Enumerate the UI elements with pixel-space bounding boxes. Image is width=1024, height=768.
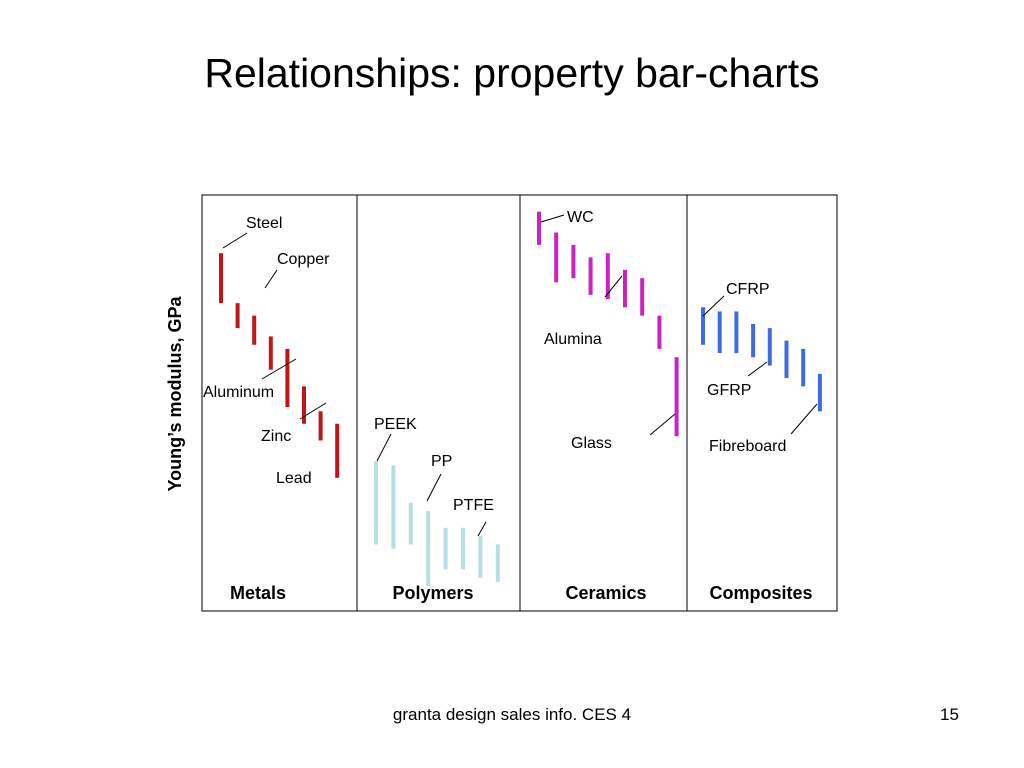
leader-line-pp (426, 473, 442, 502)
group-ceramics: Ceramics (537, 211, 679, 603)
slide-title: Relationships: property bar-charts (204, 50, 820, 96)
material-label-gfrp: GFRP (707, 382, 751, 399)
group-label-composites: Composites (709, 583, 812, 603)
leader-line-ptfe (477, 521, 487, 537)
leader-line-copper (264, 269, 278, 289)
material-label-peek: PEEK (374, 416, 417, 433)
group-polymers: Polymers (374, 461, 500, 603)
material-label-pp: PP (431, 453, 452, 470)
leader-line-wc (540, 214, 565, 223)
leader-line-peek (376, 433, 392, 462)
leader-line-aluminum (261, 358, 297, 380)
material-label-ptfe: PTFE (453, 497, 494, 514)
material-label-copper: Copper (277, 251, 330, 268)
group-label-ceramics: Ceramics (565, 583, 646, 603)
slide-footer: granta design sales info. CES 4 (392, 705, 632, 724)
group-label-polymers: Polymers (392, 583, 473, 603)
material-label-wc: WC (567, 209, 594, 226)
leader-line-glass (649, 413, 676, 436)
material-label-zinc: Zinc (261, 428, 291, 445)
group-label-metals: Metals (230, 583, 286, 603)
material-label-fibreboard: Fibreboard (709, 438, 786, 455)
material-label-alumina: Alumina (544, 331, 602, 348)
leader-line-gfrp (747, 361, 768, 377)
leader-line-cfrp (702, 295, 725, 317)
y-axis-label: Young’s modulus, GPa (165, 296, 185, 492)
material-label-lead: Lead (276, 470, 312, 487)
material-label-aluminum: Aluminum (203, 384, 274, 401)
material-label-steel: Steel (246, 215, 282, 232)
page-number: 15 (940, 705, 959, 724)
material-label-glass: Glass (571, 435, 612, 452)
material-label-cfrp: CFRP (726, 281, 770, 298)
leader-line-fibreboard (790, 403, 818, 435)
group-metals: Metals (219, 253, 340, 603)
leader-line-zinc (299, 402, 327, 420)
leader-line-steel (222, 232, 248, 249)
group-composites: Composites (701, 307, 822, 603)
leader-line-alumina (604, 275, 623, 298)
